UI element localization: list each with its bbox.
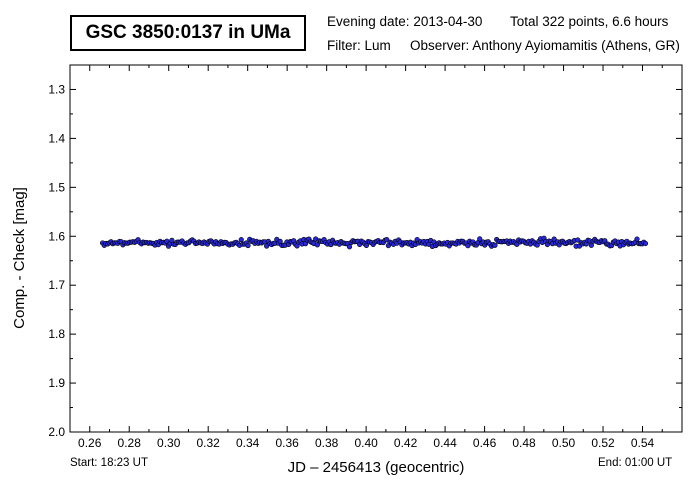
x-tick-label: 0.36 [275, 436, 299, 450]
data-point [477, 236, 483, 242]
end-time: End: 01:00 UT [598, 457, 673, 469]
y-tick-label: 2.0 [48, 425, 65, 439]
x-tick-label: 0.50 [552, 436, 576, 450]
x-axis-label: JD – 2456413 (geocentric) [288, 459, 465, 476]
data-point [465, 243, 471, 249]
x-tick-label: 0.28 [118, 436, 142, 450]
x-axis: 0.26 0.28 0.30 0.32 0.34 0.36 0.38 0.40 0.42 0.44… [69, 65, 683, 450]
y-tick-label: 1.3 [48, 82, 65, 96]
data-point [575, 237, 581, 243]
y-tick-label: 1.6 [48, 229, 65, 243]
plot-frame [69, 64, 683, 433]
data-point [634, 236, 640, 242]
chart-title: GSC 3850:0137 in UMa [70, 15, 306, 51]
x-tick-label: 0.34 [236, 436, 260, 450]
y-tick-label: 1.8 [48, 327, 65, 341]
total-points: Total 322 points, 6.6 hours [510, 14, 669, 29]
data-point [492, 242, 498, 248]
y-tick-label: 1.4 [48, 131, 65, 145]
x-tick-label: 0.38 [315, 436, 339, 450]
x-tick-label: 0.54 [631, 436, 655, 450]
data-point [245, 242, 251, 249]
y-tick-label: 1.5 [48, 180, 65, 194]
data-point [384, 237, 390, 243]
x-tick-label: 0.26 [78, 436, 102, 450]
x-tick-label: 0.44 [433, 436, 457, 450]
data-point [346, 244, 353, 250]
data-series [99, 235, 649, 250]
y-tick-label: 1.7 [48, 278, 65, 292]
observer-label: Observer: Anthony Ayiomamitis (Athens, G… [410, 38, 680, 53]
y-axis-label: Comp. - Check [mag] [11, 187, 28, 329]
data-point [642, 240, 649, 247]
evening-date: Evening date: 2013-04-30 [327, 14, 483, 29]
filter-label: Filter: Lum [327, 38, 391, 53]
x-tick-label: 0.52 [591, 436, 615, 450]
x-tick-label: 0.42 [394, 436, 418, 450]
y-axis: 1.3 1.4 1.5 1.6 1.7 1.8 1.9 2.0 [48, 64, 682, 439]
x-tick-label: 0.32 [197, 436, 221, 450]
y-tick-label: 1.9 [48, 376, 65, 390]
start-time: Start: 18:23 UT [70, 457, 148, 469]
x-tick-label: 0.46 [473, 436, 497, 450]
x-tick-label: 0.48 [512, 436, 536, 450]
x-tick-label: 0.30 [157, 436, 181, 450]
x-tick-label: 0.40 [354, 436, 378, 450]
data-point [238, 237, 244, 243]
